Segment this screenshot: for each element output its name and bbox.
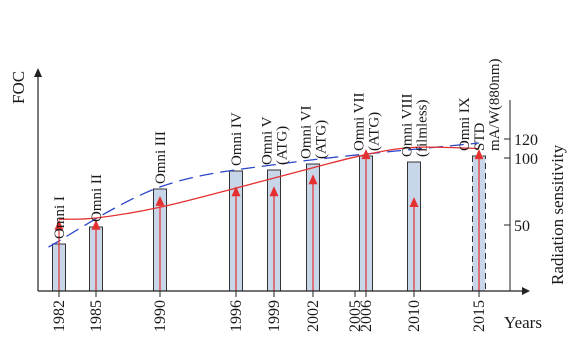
bar-label-1982-line-1: Omni I <box>52 196 68 239</box>
bar-label-1990-line-1: Omni III <box>153 131 169 184</box>
x-tick-label-2010: 2010 <box>406 300 423 332</box>
bar-label-2010-line-2: (filmless) <box>415 100 431 158</box>
x-tick-label-2002: 2002 <box>305 300 322 332</box>
sensitivity-arrow-1982 <box>54 219 64 230</box>
right-tick-label-120: 120 <box>514 132 538 149</box>
sensitivity-arrow-2015 <box>474 149 484 160</box>
left-axis-title: FOC <box>9 71 28 104</box>
foc-trend-line <box>48 142 480 248</box>
sensitivity-arrow-2010 <box>409 197 419 208</box>
bars-layer <box>52 155 486 292</box>
sensitivity-arrow-2002 <box>308 174 318 185</box>
x-tick-label-2015: 2015 <box>471 300 488 332</box>
sensitivity-arrow-1990 <box>155 195 165 206</box>
sensitivity-arrow-2006 <box>361 149 371 160</box>
sensitivity-arrow-1985 <box>91 219 101 230</box>
x-tick-label-1996: 1996 <box>228 300 245 332</box>
sensitivity-trend-line <box>58 146 480 220</box>
bar-label-2002-line-1: Omni VI <box>299 106 315 159</box>
right-tick-label-50: 50 <box>514 218 530 235</box>
bar-label-1999-line-2: (ATG) <box>275 126 291 165</box>
lines-layer <box>48 142 480 248</box>
bar-label-1996-line-1: Omni IV <box>229 112 245 166</box>
x-tick-label-1990: 1990 <box>152 300 169 332</box>
bar-label-2010-line-1: Omni VIII <box>400 94 416 157</box>
x-tick-label-1985: 1985 <box>88 300 105 332</box>
bar-label-1999-line-1: Omni V <box>260 116 276 165</box>
right-tick-label-100: 100 <box>514 151 538 168</box>
bar-label-2006-line-1: Omni VII <box>352 93 368 151</box>
arrows-layer <box>54 149 484 291</box>
x-axis-title: Years <box>504 313 542 332</box>
bar-label-2015-line-3: mA/W(880nm) <box>487 59 503 151</box>
bar-label-1985-line-1: Omni II <box>89 174 105 222</box>
x-axis-arrowhead <box>522 287 530 295</box>
x-tick-label-2006: 2006 <box>358 300 375 332</box>
x-tick-label-1999: 1999 <box>266 300 283 332</box>
x-tick-label-2005: 2005 <box>347 300 364 332</box>
bar-label-2015-line-2: STD <box>472 122 488 151</box>
bar-label-2002-line-2: (ATG) <box>314 120 330 159</box>
bar-label-2015-line-1: Omni IX <box>457 97 473 151</box>
sensitivity-arrow-1996 <box>231 186 241 197</box>
x-tick-label-1982: 1982 <box>51 300 68 332</box>
bar-label-2006-line-2: (ATG) <box>367 112 383 151</box>
left-y-axis-arrowhead <box>34 68 42 77</box>
axes-layer <box>34 68 530 297</box>
sensitivity-arrow-1999 <box>269 186 279 197</box>
right-axis-title: Radiation sensitivity <box>548 144 567 285</box>
